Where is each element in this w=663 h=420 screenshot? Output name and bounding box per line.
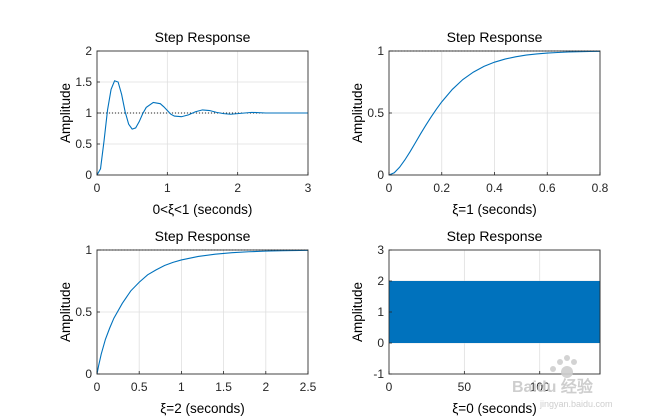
response-curve — [96, 80, 308, 176]
watermark-subtext: jingyan.baidu.com — [539, 399, 613, 409]
x-tick-label: 2.5 — [300, 380, 317, 394]
y-tick-label: 0.5 — [75, 137, 92, 151]
x-tick-label: 2 — [234, 181, 241, 195]
x-axis-label: ξ=1 (seconds) — [452, 202, 536, 217]
x-tick-label: 0 — [94, 380, 101, 394]
watermark-text: Baidu 经验 — [512, 377, 594, 396]
y-tick-label: 0.5 — [75, 305, 92, 319]
x-tick-label: 0.5 — [131, 380, 148, 394]
x-tick-label: 0 — [94, 181, 101, 195]
y-tick-label: 0 — [85, 367, 92, 381]
y-axis-label: Amplitude — [58, 83, 73, 143]
subplot-title: Step Response — [447, 29, 543, 45]
x-tick-label: 1 — [178, 380, 185, 394]
y-tick-label: 1 — [85, 243, 92, 257]
x-tick-label: 3 — [305, 181, 312, 195]
subplot-1: 0 1 2 3 0 0.5 1 1.5 2 Step Response 0<ξ<1 (seconds… — [58, 29, 312, 217]
baidu-watermark: Baidu 经验 jingyan.baidu.com — [512, 355, 613, 409]
subplot-title: Step Response — [155, 228, 251, 244]
x-axis-label: ξ=0 (seconds) — [452, 401, 536, 416]
subplot-title: Step Response — [155, 29, 251, 45]
y-tick-label: 1.5 — [75, 75, 92, 89]
x-tick-label: 0.6 — [539, 181, 556, 195]
y-tick-label: 2 — [85, 44, 92, 58]
y-tick-label: 1 — [377, 44, 384, 58]
response-curve — [388, 50, 601, 176]
y-tick-label: 3 — [377, 243, 384, 257]
y-axis-label: Amplitude — [350, 282, 365, 342]
y-tick-label: -1 — [373, 367, 384, 381]
x-tick-label: 0.8 — [592, 181, 609, 195]
x-tick-label: 0 — [386, 181, 393, 195]
y-axis-label: Amplitude — [350, 83, 365, 143]
x-axis-label: 0<ξ<1 (seconds) — [153, 202, 253, 217]
paw-logo-icon — [550, 355, 577, 378]
y-tick-label: 0 — [377, 336, 384, 350]
x-tick-label: 0.2 — [433, 181, 450, 195]
x-tick-label: 0.4 — [486, 181, 503, 195]
x-axis-label: ξ=2 (seconds) — [160, 401, 244, 416]
x-tick-label: 100 — [530, 380, 550, 394]
y-tick-label: 1 — [85, 106, 92, 120]
y-tick-label: 0 — [85, 168, 92, 182]
y-tick-label: 0 — [377, 168, 384, 182]
y-tick-label: 0.5 — [367, 106, 384, 120]
x-tick-label: 1.5 — [215, 380, 232, 394]
response-curve — [96, 249, 309, 375]
x-tick-label: 1 — [164, 181, 171, 195]
y-axis-label: Amplitude — [58, 282, 73, 342]
oscillation-band — [389, 281, 600, 343]
x-tick-label: 50 — [458, 380, 472, 394]
y-tick-label: 2 — [377, 274, 384, 288]
x-tick-label: 2 — [262, 380, 269, 394]
y-tick-label: 1 — [377, 305, 384, 319]
subplot-3: 0 0.5 1 1.5 2 2.5 0 0.5 1 Step Response ξ=2 (secon… — [58, 228, 317, 416]
subplot-title: Step Response — [447, 228, 543, 244]
x-tick-label: 0 — [386, 380, 393, 394]
subplot-2: 0 0.2 0.4 0.6 0.8 0 0.5 1 Step Response ξ=1 (seco… — [350, 29, 609, 217]
